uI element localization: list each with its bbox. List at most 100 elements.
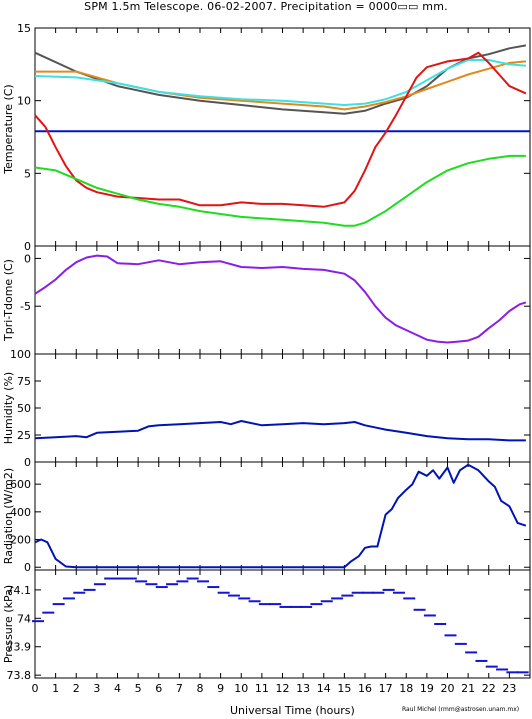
data-point bbox=[362, 591, 374, 594]
data-point bbox=[135, 580, 148, 583]
y-tick-label: 0 bbox=[24, 561, 31, 574]
x-tick-label: 21 bbox=[461, 682, 475, 695]
data-point bbox=[289, 605, 302, 608]
data-point bbox=[403, 597, 416, 600]
data-point bbox=[197, 580, 209, 583]
data-point bbox=[207, 586, 220, 589]
series-line-1 bbox=[35, 60, 526, 111]
data-point bbox=[258, 603, 271, 606]
data-point bbox=[341, 594, 354, 597]
data-point bbox=[423, 614, 436, 617]
data-point bbox=[104, 577, 117, 580]
data-point bbox=[186, 577, 199, 580]
x-tick-label: 13 bbox=[296, 682, 310, 695]
x-tick-label: 12 bbox=[276, 682, 290, 695]
y-tick-label: 400 bbox=[10, 506, 31, 519]
data-point bbox=[62, 597, 75, 600]
x-tick-label: 14 bbox=[317, 682, 331, 695]
y-tick-label: 73.8 bbox=[7, 669, 32, 682]
plot-frame bbox=[34, 353, 531, 463]
data-point bbox=[248, 600, 261, 603]
data-point bbox=[52, 603, 65, 606]
y-axis-label: Temperature (C) bbox=[2, 84, 15, 174]
x-tick-label: 16 bbox=[358, 682, 372, 695]
y-tick-label: 200 bbox=[10, 534, 31, 547]
y-tick-label: 10 bbox=[17, 95, 31, 108]
data-point bbox=[465, 651, 478, 654]
x-tick-label: 18 bbox=[399, 682, 413, 695]
x-axis-label: Universal Time (hours) bbox=[230, 704, 355, 717]
data-point bbox=[382, 588, 395, 591]
data-point bbox=[217, 591, 230, 594]
y-tick-label: 25 bbox=[17, 429, 31, 442]
data-point bbox=[83, 588, 96, 591]
data-point bbox=[454, 642, 467, 645]
data-point bbox=[238, 597, 251, 600]
data-point bbox=[475, 659, 488, 662]
x-tick-label: 2 bbox=[73, 682, 80, 695]
plot-frame bbox=[34, 569, 531, 679]
data-point bbox=[145, 583, 158, 586]
data-point bbox=[372, 591, 385, 594]
data-point bbox=[155, 586, 168, 589]
data-point bbox=[166, 583, 179, 586]
panel-0: 0 5 10 15 Temperature (C) bbox=[2, 22, 531, 253]
y-tick-label: 0 bbox=[24, 240, 31, 253]
x-tick-label: 8 bbox=[197, 682, 204, 695]
data-point bbox=[413, 608, 426, 611]
data-point bbox=[351, 591, 364, 594]
chart-title: SPM 1.5m Telescope. 06-02-2007. Precipit… bbox=[84, 0, 448, 13]
data-point bbox=[434, 623, 447, 625]
series-line-5 bbox=[34, 154, 526, 227]
data-point bbox=[392, 591, 405, 594]
data-point bbox=[32, 620, 44, 623]
x-tick-label: 5 bbox=[135, 682, 142, 695]
data-point bbox=[227, 594, 240, 597]
y-axis-label: Tpri-Tdome (C) bbox=[2, 259, 15, 342]
y-tick-label: 74 bbox=[17, 612, 31, 625]
data-point bbox=[114, 577, 127, 580]
y-tick-label: 0 bbox=[24, 456, 31, 469]
y-tick-label: 73.9 bbox=[7, 641, 32, 654]
data-point bbox=[73, 591, 86, 594]
series-line-4 bbox=[34, 51, 527, 208]
data-point bbox=[42, 611, 55, 614]
panel-2: 0 25 50 75 100 Humidity (%) bbox=[2, 348, 531, 469]
data-point bbox=[176, 580, 189, 583]
x-tick-label: 7 bbox=[176, 682, 183, 695]
y-tick-label: 50 bbox=[17, 402, 31, 415]
data-point bbox=[269, 603, 282, 606]
x-tick-label: 1 bbox=[52, 682, 59, 695]
x-tick-label: 22 bbox=[482, 682, 496, 695]
y-tick-label: 15 bbox=[17, 22, 31, 35]
credit-text: Raul Michel (rmm@astrosen.unam.mx) bbox=[402, 706, 520, 713]
data-point bbox=[516, 671, 529, 674]
y-axis-label: Pressure (kPa) bbox=[2, 585, 15, 663]
y-tick-label: 75 bbox=[17, 375, 31, 388]
data-point bbox=[279, 605, 292, 608]
x-tick-label: 19 bbox=[420, 682, 434, 695]
data-point bbox=[300, 605, 313, 608]
data-point bbox=[93, 583, 106, 586]
plot-frame bbox=[34, 245, 531, 355]
y-tick-label: 5 bbox=[24, 167, 31, 180]
y-axis-label: Radiation (W/m2) bbox=[2, 468, 15, 564]
x-tick-label: 17 bbox=[379, 682, 393, 695]
panel-1: 0 -5 Tpri-Tdome (C) bbox=[2, 245, 531, 355]
data-point bbox=[485, 665, 498, 668]
series-line-2 bbox=[34, 59, 526, 106]
data-point bbox=[331, 597, 344, 600]
x-tick-label: 23 bbox=[502, 682, 516, 695]
x-tick-label: 11 bbox=[255, 682, 269, 695]
y-tick-label: 100 bbox=[10, 348, 31, 361]
series-line-0 bbox=[34, 420, 526, 442]
data-point bbox=[124, 577, 137, 580]
x-tick-label: 4 bbox=[114, 682, 121, 695]
y-axis-label: Humidity (%) bbox=[2, 372, 15, 444]
x-tick-label: 20 bbox=[441, 682, 455, 695]
x-tick-label: 9 bbox=[217, 682, 224, 695]
y-tick-label: 0 bbox=[24, 252, 31, 265]
series-0 bbox=[32, 577, 529, 674]
data-point bbox=[320, 600, 333, 603]
